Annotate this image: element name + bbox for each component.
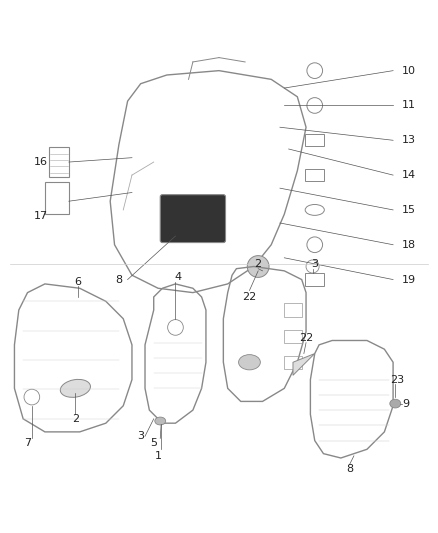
- Text: 4: 4: [174, 272, 181, 282]
- Text: 16: 16: [34, 157, 48, 167]
- Ellipse shape: [239, 354, 260, 370]
- Text: 18: 18: [402, 240, 416, 250]
- Text: 15: 15: [402, 205, 416, 215]
- Ellipse shape: [60, 379, 91, 397]
- Bar: [49, 147, 69, 177]
- Bar: [305, 273, 324, 286]
- Circle shape: [247, 256, 269, 277]
- Text: 10: 10: [402, 66, 416, 76]
- Bar: [284, 356, 302, 369]
- Text: 22: 22: [299, 333, 313, 343]
- Text: 1: 1: [155, 451, 162, 461]
- Text: 11: 11: [402, 100, 416, 110]
- Text: 5: 5: [150, 438, 157, 448]
- Polygon shape: [293, 353, 315, 375]
- Bar: [305, 134, 324, 147]
- Ellipse shape: [155, 417, 166, 425]
- Bar: [284, 303, 302, 317]
- Text: 14: 14: [402, 170, 416, 180]
- Text: 7: 7: [24, 438, 31, 448]
- Text: 9: 9: [403, 399, 410, 409]
- Text: 3: 3: [311, 260, 318, 269]
- Text: 2: 2: [72, 414, 79, 424]
- Text: 13: 13: [402, 135, 416, 146]
- Bar: [305, 169, 324, 181]
- Text: 8: 8: [115, 274, 123, 285]
- Text: 23: 23: [390, 375, 405, 385]
- Bar: [284, 329, 302, 343]
- Text: 3: 3: [137, 431, 144, 441]
- Text: 22: 22: [242, 292, 257, 302]
- Text: 2: 2: [254, 260, 262, 269]
- Text: 8: 8: [346, 464, 353, 474]
- FancyBboxPatch shape: [160, 195, 226, 243]
- Text: 6: 6: [74, 277, 81, 287]
- Text: 19: 19: [402, 274, 416, 285]
- Ellipse shape: [390, 399, 401, 408]
- Bar: [45, 182, 69, 214]
- Text: 17: 17: [33, 212, 48, 221]
